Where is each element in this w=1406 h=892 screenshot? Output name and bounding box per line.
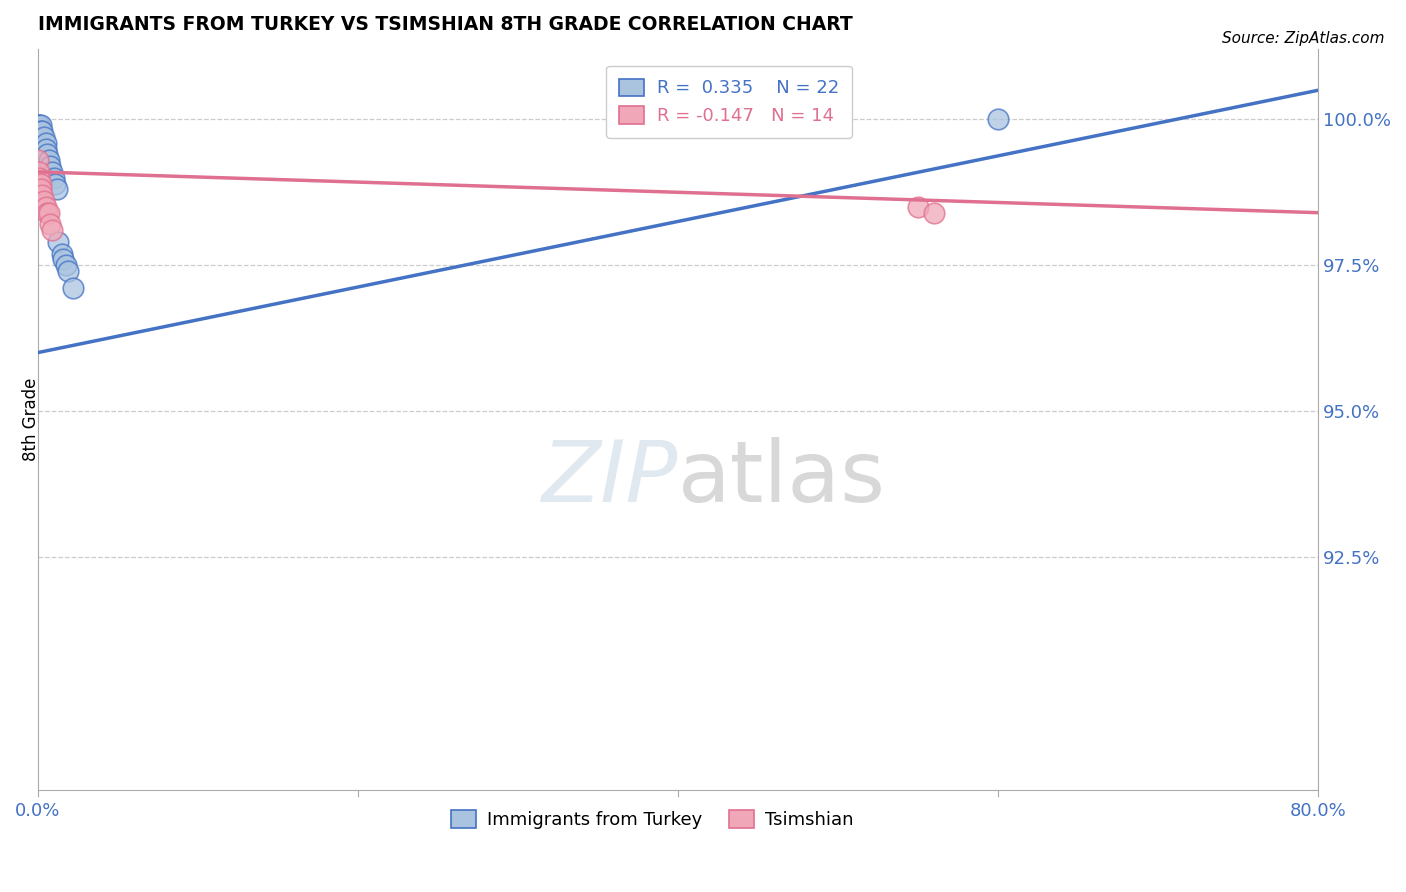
Point bbox=[31, 124, 53, 138]
Point bbox=[30, 124, 52, 138]
Text: atlas: atlas bbox=[678, 437, 886, 520]
Legend: Immigrants from Turkey, Tsimshian: Immigrants from Turkey, Tsimshian bbox=[443, 803, 860, 837]
Point bbox=[28, 165, 51, 179]
Point bbox=[30, 177, 52, 191]
Point bbox=[922, 205, 945, 219]
Point bbox=[27, 118, 49, 132]
Point bbox=[52, 252, 75, 267]
Point bbox=[45, 182, 67, 196]
Point bbox=[907, 200, 929, 214]
Text: IMMIGRANTS FROM TURKEY VS TSIMSHIAN 8TH GRADE CORRELATION CHART: IMMIGRANTS FROM TURKEY VS TSIMSHIAN 8TH … bbox=[38, 15, 852, 34]
Point bbox=[38, 153, 60, 168]
Point bbox=[28, 170, 51, 185]
Point bbox=[987, 112, 1010, 127]
Point bbox=[30, 182, 52, 196]
Point bbox=[31, 188, 53, 202]
Point bbox=[37, 205, 59, 219]
Point bbox=[44, 177, 66, 191]
Point bbox=[28, 118, 51, 132]
Point bbox=[37, 147, 59, 161]
Point bbox=[34, 142, 56, 156]
Text: ZIP: ZIP bbox=[541, 437, 678, 520]
Point bbox=[42, 170, 65, 185]
Text: Source: ZipAtlas.com: Source: ZipAtlas.com bbox=[1222, 31, 1385, 46]
Point bbox=[34, 136, 56, 150]
Y-axis label: 8th Grade: 8th Grade bbox=[21, 378, 39, 461]
Point bbox=[48, 235, 70, 249]
Point bbox=[39, 159, 62, 173]
Point bbox=[55, 258, 77, 272]
Point bbox=[32, 129, 55, 144]
Point bbox=[32, 194, 55, 208]
Point bbox=[41, 223, 63, 237]
Point bbox=[27, 153, 49, 168]
Point bbox=[51, 246, 73, 260]
Point bbox=[39, 218, 62, 232]
Point bbox=[62, 281, 84, 295]
Point bbox=[41, 165, 63, 179]
Point bbox=[34, 200, 56, 214]
Point bbox=[30, 118, 52, 132]
Point bbox=[56, 264, 79, 278]
Point bbox=[38, 205, 60, 219]
